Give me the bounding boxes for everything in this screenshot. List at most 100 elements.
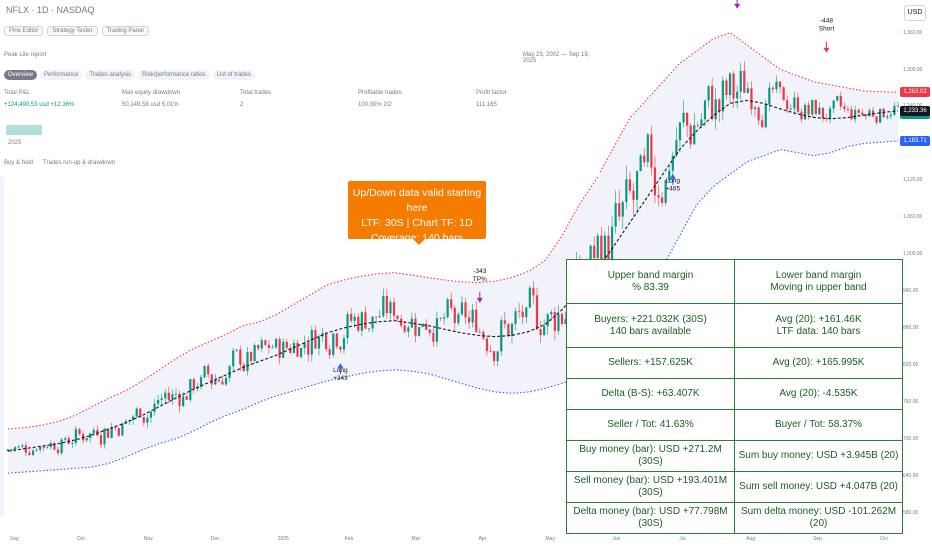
candle-body	[6, 449, 10, 452]
candle-body	[557, 313, 560, 331]
candle-body	[532, 287, 535, 296]
candle-body	[761, 120, 764, 128]
tab-list-of-trades[interactable]: List of trades	[212, 70, 255, 80]
candle-body	[678, 122, 682, 141]
x-tick-label: Feb	[344, 536, 354, 542]
candle-body	[821, 107, 825, 119]
candle-body	[467, 317, 471, 323]
candle-body	[185, 396, 188, 400]
candle-body	[753, 107, 757, 110]
candle-body	[110, 427, 113, 438]
candle-body	[132, 416, 135, 420]
candle-body	[103, 428, 106, 445]
candle-body	[253, 345, 256, 361]
candle-body	[167, 392, 170, 401]
candle-body	[382, 296, 385, 317]
metrics-row: Total P&L +124,490.53 usd +12.36% Max eq…	[4, 90, 594, 108]
candle-body	[861, 112, 864, 115]
candle-body	[882, 108, 885, 118]
candle-body	[514, 311, 517, 324]
candle-body	[396, 315, 399, 319]
candle-body	[328, 349, 331, 356]
candle-body	[657, 195, 660, 198]
candle-body	[425, 323, 428, 330]
signal-label: -448	[820, 18, 833, 25]
candle-body	[728, 73, 732, 96]
tab-performance[interactable]: Performance	[40, 70, 83, 80]
candle-body	[839, 95, 842, 107]
tab-pine-editor[interactable]: Pine Editor	[4, 26, 44, 36]
y-tick-label: 1,360.00	[903, 29, 923, 36]
candle-body	[214, 379, 217, 385]
checkbox-runup-drawdown[interactable]: Trades run-up & drawdown	[43, 160, 116, 166]
candle-body	[71, 442, 74, 444]
candle-body	[828, 108, 832, 119]
candle-body	[732, 73, 735, 99]
tab-strategy-tester[interactable]: Strategy Tester	[47, 26, 98, 36]
candle-body	[614, 203, 617, 227]
y-tick-label: 580.00	[903, 509, 919, 516]
candle-body	[750, 88, 753, 110]
candle-body	[703, 100, 707, 120]
tab-risk-ratios[interactable]: Risk/performance ratios	[138, 70, 210, 80]
signal-label: Short	[819, 26, 835, 33]
stats-row: Sell money (bar): USD +193.401M (30S) Sum…	[566, 471, 903, 503]
stats-row: Buyers: +221.032K (30S) 140 bars availabl…	[566, 303, 903, 348]
popup-pointer	[413, 239, 425, 245]
checkbox-buy-hold[interactable]: Buy & hold	[4, 160, 34, 166]
tab-overview[interactable]: Overview	[4, 70, 38, 80]
time-axis[interactable]: Sep Oct Nov Dec 2025 Feb Mar Apr May Jun Jul Aug Sep…	[0, 530, 900, 550]
signal-arrow	[669, 173, 676, 179]
popup-line-2: LTF: 30S | Chart TF: 1D	[361, 217, 473, 229]
metric-profitable-trades: Profitable trades 100.00% 2/2	[358, 90, 402, 108]
candle-body	[675, 140, 678, 156]
candle-body	[335, 333, 338, 347]
candle-body	[518, 311, 521, 313]
candle-body	[375, 316, 378, 318]
candle-body	[274, 338, 278, 348]
y-tick-label: 640.00	[903, 472, 919, 479]
candle-body	[217, 379, 220, 382]
candle-body	[417, 327, 421, 336]
date-range[interactable]: May 23, 2002 — Sep 19, 2025	[523, 52, 590, 64]
candle-body	[207, 365, 210, 375]
candle-body	[493, 351, 496, 362]
stats-cell: Buyers: +221.032K (30S) 140 bars availabl…	[566, 303, 735, 348]
candle-body	[836, 95, 839, 101]
price-axis[interactable]: USD 1,360.001,300.001,240.001,180.001,12…	[900, 0, 932, 550]
candle-body	[267, 344, 271, 348]
candle-body	[510, 323, 514, 336]
tab-trading-panel[interactable]: Trading Panel	[101, 26, 149, 36]
candle-body	[360, 312, 363, 331]
y-tick-label: 1,000.00	[903, 251, 923, 258]
candle-body	[160, 398, 163, 400]
candle-body	[482, 331, 485, 339]
x-tick-label: Jul	[679, 536, 686, 542]
stats-cell: Sellers: +157.625K	[566, 347, 735, 379]
candle-body	[714, 99, 717, 120]
stats-row: Buy money (bar): USD +271.2M (30S) Sum bu…	[566, 440, 903, 472]
candle-body	[686, 112, 689, 126]
x-tick-label: Sep	[813, 536, 822, 542]
tab-trades-analysis[interactable]: Trades analysis	[85, 70, 136, 80]
candle-body	[357, 316, 360, 331]
signal-arrow	[734, 3, 741, 9]
candle-body	[149, 411, 153, 418]
candle-body	[660, 197, 664, 203]
report-selector[interactable]: Peak Lite report	[4, 52, 47, 58]
candle-body	[596, 235, 599, 259]
currency-button[interactable]: USD	[904, 5, 926, 21]
candle-body	[600, 235, 603, 278]
candle-body	[800, 111, 803, 120]
signal-label: TP%	[473, 276, 487, 283]
signal-label: Long	[333, 367, 348, 374]
candle-body	[432, 333, 435, 342]
candle-body	[507, 323, 510, 336]
candle-body	[803, 104, 807, 120]
candle-body	[439, 318, 442, 320]
x-tick-label: Nov	[143, 536, 153, 542]
candle-body	[746, 88, 749, 93]
signal-arrow	[823, 47, 830, 53]
candle-body	[550, 312, 553, 315]
